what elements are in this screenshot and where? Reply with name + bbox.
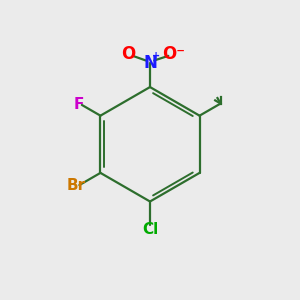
Text: O⁻: O⁻ (162, 45, 185, 63)
Text: +: + (152, 51, 160, 61)
Text: F: F (74, 98, 84, 112)
Text: Cl: Cl (142, 222, 158, 237)
Text: Br: Br (66, 178, 85, 193)
Text: N: N (143, 54, 157, 72)
Text: O: O (122, 45, 136, 63)
